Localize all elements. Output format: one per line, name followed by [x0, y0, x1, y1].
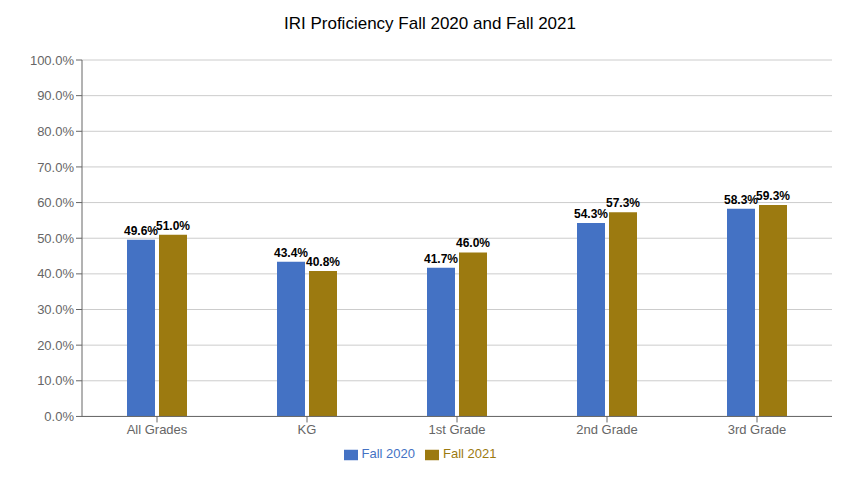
svg-text:0.0%: 0.0%	[44, 409, 74, 424]
svg-text:10.0%: 10.0%	[37, 373, 74, 388]
svg-text:90.0%: 90.0%	[37, 88, 74, 103]
svg-text:30.0%: 30.0%	[37, 302, 74, 317]
svg-text:59.3%: 59.3%	[756, 189, 790, 203]
svg-text:57.3%: 57.3%	[606, 196, 640, 210]
svg-text:51.0%: 51.0%	[156, 219, 190, 233]
svg-text:40.0%: 40.0%	[37, 266, 74, 281]
svg-text:40.8%: 40.8%	[306, 255, 340, 269]
svg-text:60.0%: 60.0%	[37, 195, 74, 210]
svg-text:1st Grade: 1st Grade	[428, 422, 485, 437]
svg-text:100.0%: 100.0%	[30, 53, 75, 68]
svg-text:2nd Grade: 2nd Grade	[576, 422, 637, 437]
svg-text:80.0%: 80.0%	[37, 124, 74, 139]
svg-text:20.0%: 20.0%	[37, 338, 74, 353]
svg-text:All Grades: All Grades	[127, 422, 188, 437]
svg-text:54.3%: 54.3%	[574, 207, 608, 221]
svg-text:58.3%: 58.3%	[724, 193, 758, 207]
html-text:IRI Proficiency Fall 2020 and: IRI Proficiency Fall 2020 and Fall 2021	[284, 14, 576, 33]
svg-text:41.7%: 41.7%	[424, 252, 458, 266]
html-text:Fall 2021: Fall 2021	[443, 446, 497, 462]
svg-text:70.0%: 70.0%	[37, 160, 74, 175]
svg-text:KG: KG	[298, 422, 317, 437]
svg-text:49.6%: 49.6%	[124, 224, 158, 238]
svg-text:50.0%: 50.0%	[37, 231, 74, 246]
svg-text:46.0%: 46.0%	[456, 236, 490, 250]
svg-text:3rd Grade: 3rd Grade	[728, 422, 787, 437]
html-text:Fall 2020: Fall 2020	[361, 446, 415, 462]
svg-text:43.4%: 43.4%	[274, 246, 308, 260]
